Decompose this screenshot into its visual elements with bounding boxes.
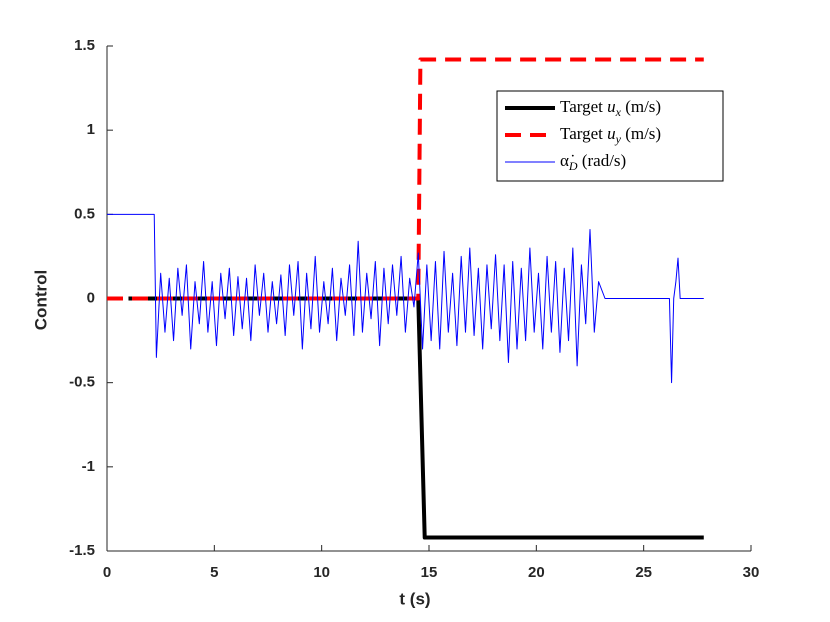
y-tick-label: 0.5 (74, 205, 95, 222)
x-tick-label: 25 (635, 564, 652, 581)
series-line (128, 296, 704, 540)
x-tick-label: 20 (528, 564, 545, 581)
x-tick-label: 5 (210, 564, 218, 581)
y-tick-label: 0 (87, 289, 95, 306)
x-tick-label: 30 (743, 564, 760, 581)
series-line (107, 213, 704, 384)
legend-label: Target ux (m/s) (560, 97, 661, 119)
x-tick-label: 15 (421, 564, 438, 581)
y-tick-label: 1 (87, 121, 95, 138)
y-tick-label: 1.5 (74, 37, 95, 54)
x-tick-label: 0 (103, 564, 111, 581)
x-tick-label: 10 (313, 564, 330, 581)
legend-label: Target uy (m/s) (560, 124, 661, 146)
y-tick-label: -0.5 (69, 374, 95, 391)
legend: Target ux (m/s)Target uy (m/s)α̇D (rad/s… (496, 90, 724, 182)
series-line (107, 57, 704, 301)
y-axis-label: Control (31, 270, 50, 330)
y-tick-label: -1.5 (69, 542, 95, 559)
y-tick-label: -1 (82, 458, 95, 475)
x-axis-label: t (s) (399, 589, 430, 608)
